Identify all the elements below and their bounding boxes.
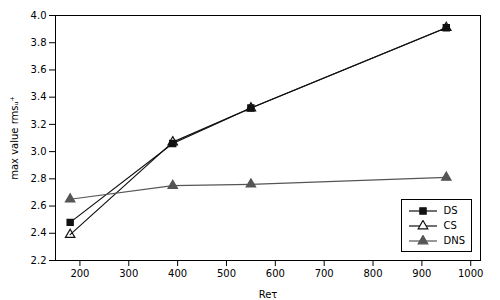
svg-text:3.0: 3.0	[31, 146, 47, 157]
svg-text:2.4: 2.4	[31, 227, 47, 238]
svg-text:3.8: 3.8	[31, 37, 47, 48]
svg-text:400: 400	[168, 268, 187, 279]
svg-text:700: 700	[315, 268, 334, 279]
html-text:CS: CS	[443, 220, 457, 231]
svg-text:3.4: 3.4	[31, 91, 47, 102]
svg-text:3.2: 3.2	[31, 119, 47, 130]
svg-text:1000: 1000	[458, 268, 483, 279]
svg-text:max value rmsᵤ⁺: max value rmsᵤ⁺	[9, 96, 20, 180]
svg-text:Reτ: Reτ	[259, 289, 278, 300]
svg-text:800: 800	[363, 268, 382, 279]
svg-text:4.0: 4.0	[31, 10, 47, 21]
svg-text:2.2: 2.2	[31, 255, 47, 266]
svg-text:2.6: 2.6	[31, 200, 47, 211]
svg-text:300: 300	[119, 268, 138, 279]
svg-text:3.6: 3.6	[31, 64, 47, 75]
svg-text:2.8: 2.8	[31, 173, 47, 184]
html-text:DNS: DNS	[443, 235, 465, 246]
svg-text:500: 500	[217, 268, 236, 279]
svg-text:600: 600	[266, 268, 285, 279]
svg-text:200: 200	[70, 268, 89, 279]
svg-text:900: 900	[412, 268, 431, 279]
html-text:DS: DS	[443, 205, 458, 216]
